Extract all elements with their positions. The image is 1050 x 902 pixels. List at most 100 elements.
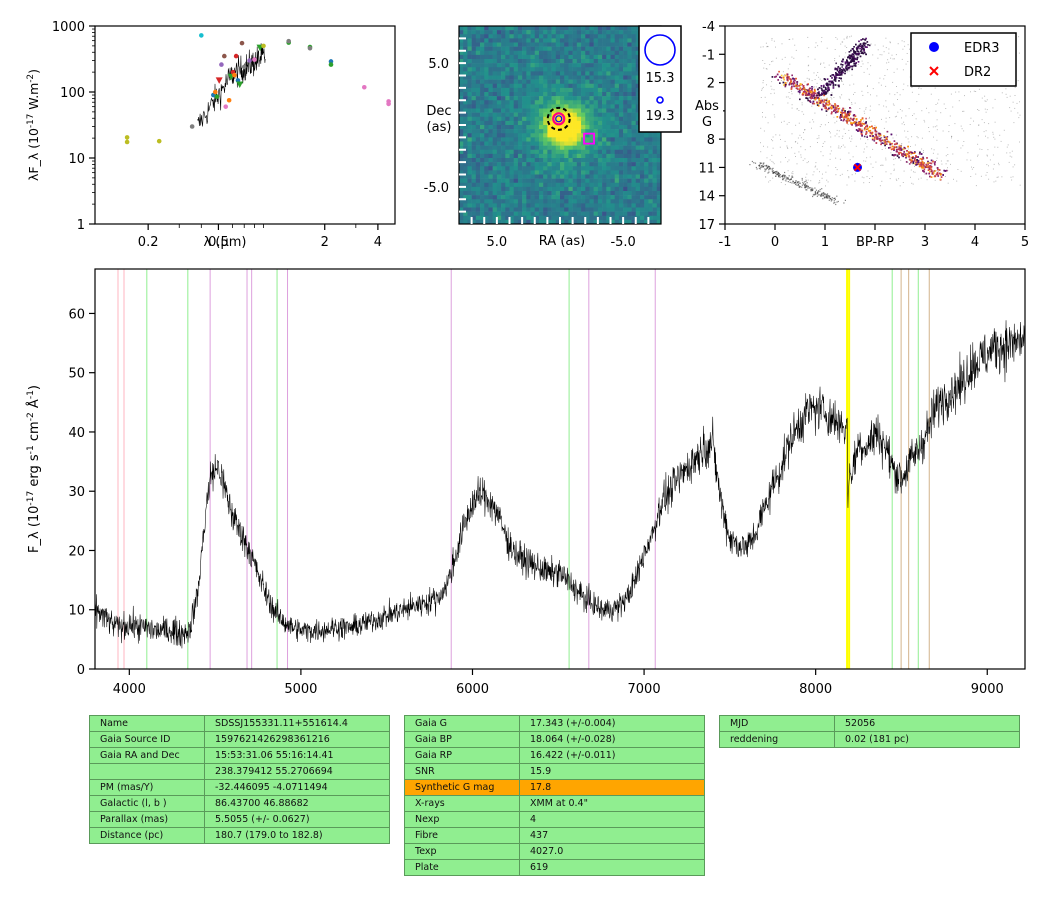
hr-background-dot [901,58,903,60]
hr-background-dot [846,47,848,48]
image-pixel [597,191,603,196]
hr-density-dot [845,113,848,116]
image-pixel [526,34,531,39]
image-pixel [534,59,540,64]
image-pixel [551,149,557,155]
sed-point [241,64,247,70]
hr-background-dot [822,173,823,175]
hr-wd-dot [822,192,824,194]
image-pixel [606,199,611,204]
image-pixel [488,211,493,217]
image-pixel [593,133,599,138]
hr-background-dot [788,122,790,123]
image-pixel [543,42,548,47]
image-pixel [534,178,540,184]
image-pixel [467,178,472,184]
image-pixel [530,116,536,122]
hr-wd-dot [815,193,817,195]
image-pixel [471,54,477,60]
image-pixel [555,203,561,208]
hr-background-dot [863,151,865,153]
image-pixel [513,92,519,97]
image-pixel [610,120,616,126]
image-pixel [484,137,489,142]
image-pixel [585,166,590,171]
image-pixel [560,92,565,97]
image-pixel [635,83,641,89]
image-pixel [492,112,498,118]
image-pixel [606,158,611,163]
image-pixel [560,191,565,196]
image-pixel [505,191,510,196]
image-pixel [517,50,523,56]
hr-background-dot [787,68,789,70]
image-pixel [560,149,565,155]
image-pixel [564,75,569,80]
image-pixel [560,133,565,138]
image-pixel [585,63,590,68]
image-pixel [623,133,628,138]
image-pixel [522,195,527,200]
image-ylabel: Dec [426,104,451,119]
image-pixel [501,112,506,118]
image-pixel [501,145,506,151]
hr-background-dot [808,64,810,66]
hr-background-dot [932,152,934,154]
image-pixel [513,71,519,76]
hr-density-dot [807,83,809,85]
image-pixel [534,108,540,113]
image-pixel [623,203,628,208]
image-pixel [517,54,523,60]
hr-background-dot [772,177,774,179]
sed-point [219,62,224,67]
image-pixel [501,174,506,179]
image-pixel [538,178,544,184]
hr-background-dot [1007,144,1009,146]
hr-background-dot [916,136,918,138]
image-pixel [505,170,510,175]
image-pixel [597,186,603,192]
image-pixel [551,182,557,188]
image-pixel [534,38,540,43]
image-pixel [652,162,658,167]
hr-background-dot [846,112,848,114]
image-pixel [534,203,540,208]
image-pixel [623,83,628,89]
image-pixel [513,34,519,39]
image-pixel [618,207,624,212]
hr-density-dot [791,85,793,88]
image-pixel [597,38,603,43]
hr-background-dot [843,38,845,40]
hr-wd-dot [833,200,835,202]
image-pixel [492,178,498,184]
hr-background-dot [804,158,806,160]
image-pixel [496,125,502,130]
image-pixel [517,112,523,118]
image-pixel [656,211,661,217]
image-pixel [560,75,565,80]
image-pixel [631,112,637,118]
hr-density-dot [883,135,885,137]
sed-point [328,62,334,67]
image-pixel [530,92,536,97]
hr-background-dot [835,37,837,38]
image-pixel [488,71,493,76]
hr-background-dot [795,49,797,51]
hr-wd-dot [812,188,814,190]
hr-background-dot [960,147,962,149]
image-pixel [492,195,498,200]
image-pixel [526,79,531,85]
image-pixel [496,129,502,134]
hr-background-dot [769,159,771,161]
image-pixel [572,219,578,224]
image-pixel [496,153,502,159]
image-pixel [484,178,489,184]
hr-background-dot [824,141,826,143]
hr-wd-dot [819,188,821,191]
image-pixel [471,174,477,179]
hr-background-dot [820,41,822,43]
hr-background-dot [854,102,856,104]
image-pixel [534,137,540,142]
image-pixel [459,182,464,188]
image-pixel [589,83,594,89]
